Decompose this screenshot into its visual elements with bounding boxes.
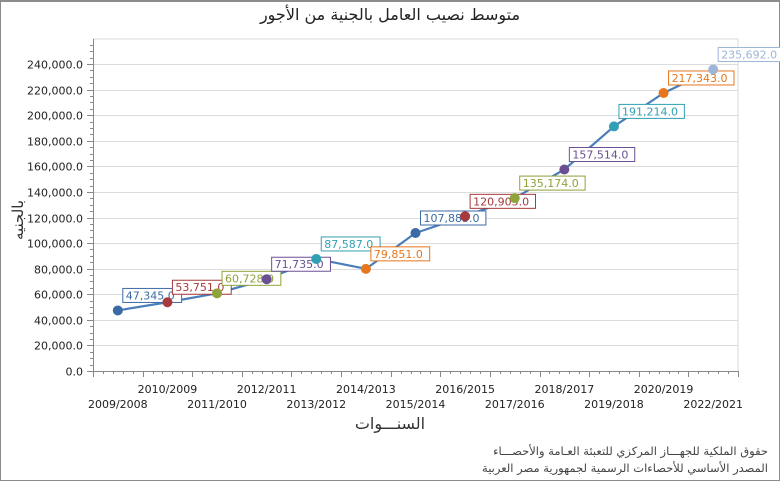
data-label-box	[668, 70, 735, 86]
y-tick-label: 120,000.0	[27, 212, 83, 225]
data-label-box	[320, 236, 381, 252]
y-tick-label: 100,000.0	[27, 237, 83, 250]
y-tick-label: 80,000.0	[34, 263, 83, 276]
x-tick-label: 2013/2012	[286, 398, 347, 411]
x-tick-label: 2016/2015	[435, 383, 495, 396]
x-tick-label: 2011/2010	[187, 398, 247, 411]
data-point[interactable]	[112, 305, 123, 316]
x-tick-label: 2012/2011	[236, 383, 297, 396]
data-label-box	[618, 103, 685, 119]
y-tick-label: 240,000.0	[27, 58, 83, 71]
data-label-box	[568, 147, 636, 163]
data-label: 191,214.0	[622, 105, 678, 118]
data-point[interactable]	[658, 87, 669, 98]
data-point[interactable]	[708, 64, 719, 75]
data-point[interactable]	[261, 274, 272, 285]
data-point[interactable]	[212, 288, 223, 299]
x-tick-label: 2017/2016	[484, 398, 545, 411]
data-label: 53,751.0	[175, 281, 224, 294]
x-tick-label: 2022/2021	[683, 398, 744, 411]
y-tick-label: 40,000.0	[34, 314, 83, 327]
data-label-box	[519, 175, 586, 191]
y-tick-label: 140,000.0	[27, 186, 83, 199]
x-tick-label: 2014/2013	[336, 383, 396, 396]
data-label: 135,174.0	[523, 177, 579, 190]
x-tick-label: 2018/2017	[534, 383, 595, 396]
y-tick-label: 180,000.0	[27, 135, 83, 148]
data-label: 47,345.0	[126, 289, 175, 302]
x-axis-title: السنـــوات	[354, 414, 426, 433]
x-tick-label: 2019/2018	[584, 398, 644, 411]
data-label-box	[717, 47, 780, 63]
data-label: 120,905.0	[473, 195, 529, 208]
data-label-box	[370, 246, 431, 262]
chart-title: متوسط نصيب العامل بالجنية من الأجور	[259, 5, 521, 24]
data-label: 217,343.0	[672, 72, 728, 85]
footer-line-2: المصدر الأساسي للأحصاءات الرسمية لجمهوري…	[482, 461, 768, 475]
data-point[interactable]	[559, 164, 570, 175]
y-tick-label: 220,000.0	[27, 84, 83, 97]
data-point[interactable]	[162, 297, 173, 308]
data-label: 71,735.0	[275, 258, 324, 271]
y-tick-label: 160,000.0	[27, 160, 83, 173]
data-label: 60,728.0	[225, 272, 274, 285]
footer-line-1: حقوق الملكية للجهـــاز المركزي للتعبئة ا…	[493, 444, 768, 458]
data-label: 107,883.0	[424, 212, 480, 225]
y-tick-label: 0.0	[65, 365, 84, 378]
data-point[interactable]	[509, 193, 520, 204]
data-label: 235,692.0	[721, 49, 777, 62]
y-tick-label: 60,000.0	[34, 288, 83, 301]
data-point[interactable]	[311, 253, 322, 264]
x-tick-label: 2010/2009	[137, 383, 198, 396]
y-tick-label: 200,000.0	[27, 109, 83, 122]
data-point[interactable]	[608, 121, 619, 132]
x-tick-label: 2020/2019	[633, 383, 694, 396]
data-point[interactable]	[410, 227, 421, 238]
data-point[interactable]	[460, 211, 471, 222]
data-label: 157,514.0	[572, 149, 628, 162]
x-tick-label: 2009/2008	[87, 398, 148, 411]
data-label: 87,587.0	[324, 238, 373, 251]
x-tick-label: 2015/2014	[385, 398, 446, 411]
y-tick-label: 20,000.0	[34, 339, 83, 352]
footer-credits: حقوق الملكية للجهـــاز المركزي للتعبئة ا…	[482, 443, 768, 477]
data-point[interactable]	[360, 263, 371, 274]
data-label: 79,851.0	[374, 248, 423, 261]
